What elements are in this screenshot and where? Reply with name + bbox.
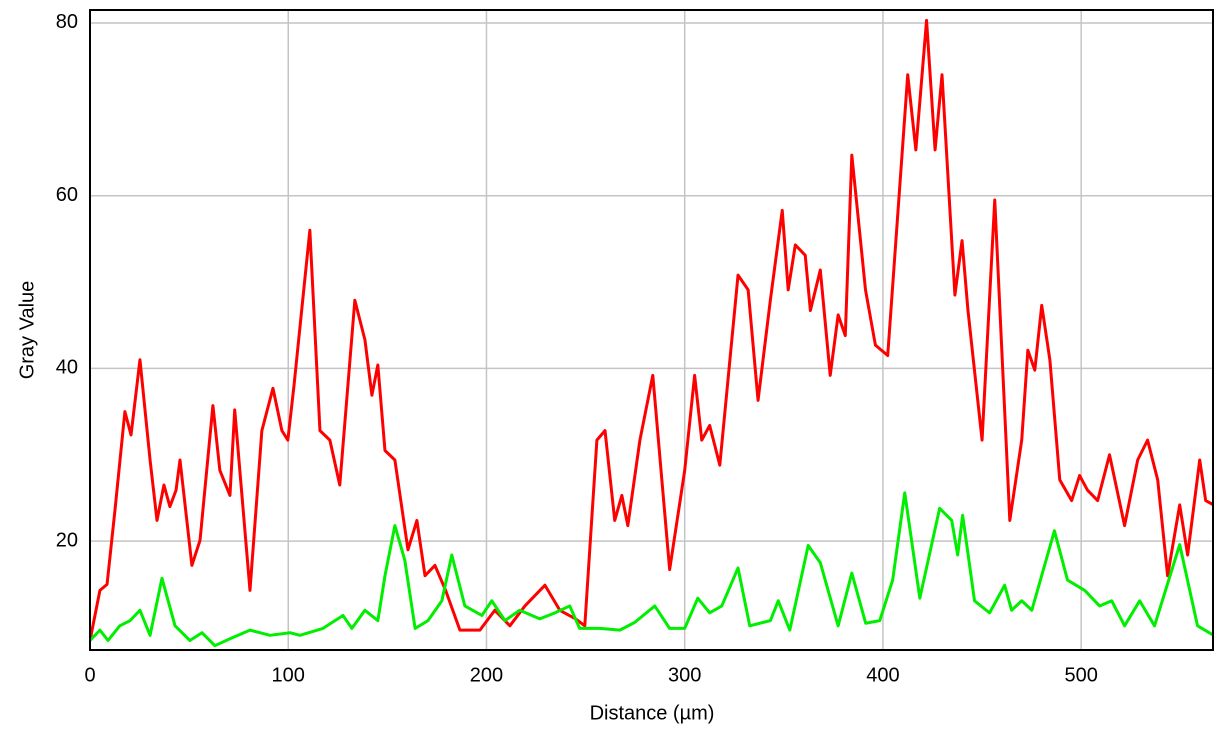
x-tick-label: 400 xyxy=(866,664,899,686)
x-tick-label: 300 xyxy=(668,664,701,686)
y-tick-label: 40 xyxy=(56,357,78,379)
y-tick-label: 20 xyxy=(56,529,78,551)
y-tick-label: 80 xyxy=(56,11,78,33)
x-tick-label: 0 xyxy=(84,664,95,686)
data-line xyxy=(90,18,1214,641)
y-axis-label: Gray Value xyxy=(16,281,38,380)
plot-frame xyxy=(89,9,1214,651)
x-tick-label: 500 xyxy=(1064,664,1097,686)
x-tick-label: 100 xyxy=(272,664,305,686)
x-axis-label: Distance (µm) xyxy=(590,702,715,724)
x-tick-label: 200 xyxy=(470,664,503,686)
data-line xyxy=(90,491,1214,648)
y-tick-label: 60 xyxy=(56,184,78,206)
